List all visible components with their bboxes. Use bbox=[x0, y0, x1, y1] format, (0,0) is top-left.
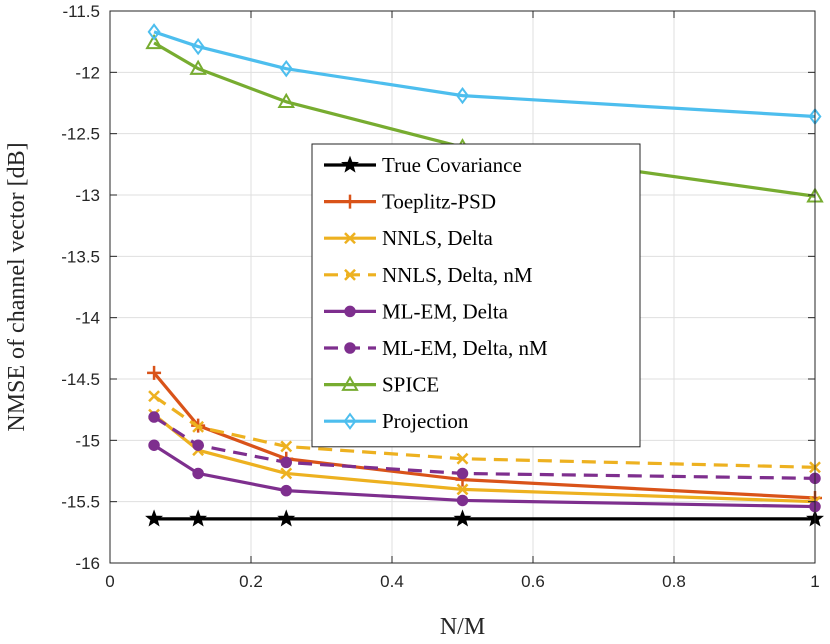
x-tick-label: 0.8 bbox=[662, 572, 686, 591]
data-point bbox=[148, 390, 160, 403]
y-tick-label: -15 bbox=[75, 431, 100, 450]
series-projection bbox=[147, 23, 822, 126]
legend-item: ML-EM, Delta, nM bbox=[324, 336, 548, 360]
legend-marker bbox=[341, 375, 359, 391]
data-point bbox=[279, 59, 293, 78]
y-tick-label: -12 bbox=[75, 63, 100, 82]
legend-label: Toeplitz-PSD bbox=[382, 190, 496, 214]
legend-marker bbox=[341, 155, 359, 173]
data-point bbox=[191, 37, 205, 56]
data-point bbox=[456, 467, 469, 480]
legend-item: NNLS, Delta bbox=[324, 226, 493, 250]
data-point bbox=[145, 509, 164, 527]
legend-item: Projection bbox=[324, 409, 469, 433]
y-tick-label: -16 bbox=[75, 554, 100, 573]
plot-frame bbox=[109, 10, 816, 564]
legend-item: SPICE bbox=[324, 373, 439, 397]
data-point bbox=[148, 411, 160, 423]
data-point bbox=[453, 509, 472, 527]
legend-marker bbox=[344, 342, 356, 354]
legend-label: SPICE bbox=[382, 373, 439, 397]
x-tick-label: 1 bbox=[810, 572, 819, 591]
data-point bbox=[456, 494, 469, 507]
x-tick-label: 0.4 bbox=[380, 572, 404, 591]
y-tick-label: -15.5 bbox=[61, 493, 100, 512]
legend-marker bbox=[344, 268, 356, 281]
data-point bbox=[456, 483, 469, 496]
legend-marker bbox=[344, 232, 356, 245]
data-point bbox=[280, 440, 293, 453]
legend-marker bbox=[344, 305, 356, 318]
data-point bbox=[277, 92, 295, 109]
legend-label: True Covariance bbox=[382, 153, 522, 177]
y-tick-label: -14 bbox=[75, 309, 100, 328]
data-point bbox=[192, 420, 205, 433]
data-point bbox=[280, 484, 292, 497]
y-tick-label: -11.5 bbox=[63, 2, 101, 21]
legend-item: True Covariance bbox=[324, 153, 522, 177]
data-point bbox=[147, 23, 161, 41]
data-point bbox=[145, 33, 163, 50]
x-tick-label: 0.6 bbox=[521, 572, 545, 591]
data-point bbox=[192, 439, 204, 451]
data-point bbox=[456, 452, 469, 465]
x-tick-label: 0.2 bbox=[239, 572, 263, 591]
axes bbox=[109, 10, 816, 564]
data-point bbox=[148, 439, 160, 451]
data-point bbox=[189, 59, 207, 75]
data-point bbox=[456, 86, 469, 105]
legend-marker bbox=[343, 412, 357, 430]
legend-item: NNLS, Delta, nM bbox=[324, 263, 533, 287]
data-point bbox=[192, 467, 204, 480]
ticks: 0 0.2 0.4 0.6 0.8 1 -11.5 -12 -12.5 -13 -13.5 -14 -1… bbox=[61, 2, 819, 591]
y-tick-label: -12.5 bbox=[61, 125, 100, 144]
data-point bbox=[280, 456, 292, 469]
legend-item: ML-EM, Delta bbox=[324, 299, 509, 323]
legend-label: NNLS, Delta, nM bbox=[382, 263, 533, 287]
y-tick-label: -13.5 bbox=[61, 247, 100, 266]
y-tick-label: -13 bbox=[75, 186, 100, 205]
legend: True Covariance Toeplitz-PSD NNLS, Delta NN… bbox=[311, 143, 641, 448]
data-point bbox=[277, 509, 296, 527]
y-axis-label: NMSE of channel vector [dB] bbox=[4, 142, 30, 431]
series-nnls-delta-nm bbox=[148, 390, 821, 474]
legend-label: ML-EM, Delta, nM bbox=[382, 336, 548, 360]
series-line bbox=[153, 30, 816, 119]
x-axis-label: N/M bbox=[440, 614, 485, 640]
data-point bbox=[189, 509, 208, 527]
legend-label: NNLS, Delta bbox=[382, 226, 493, 250]
data-point bbox=[147, 365, 162, 380]
legend-label: Projection bbox=[382, 409, 469, 433]
legend-box bbox=[311, 143, 641, 448]
legend-item: Toeplitz-PSD bbox=[324, 190, 496, 214]
data-point bbox=[280, 467, 293, 480]
x-tick-label: 0 bbox=[105, 572, 114, 591]
legend-label: ML-EM, Delta bbox=[382, 299, 509, 323]
legend-marker bbox=[343, 194, 357, 209]
y-tick-label: -14.5 bbox=[61, 370, 100, 389]
